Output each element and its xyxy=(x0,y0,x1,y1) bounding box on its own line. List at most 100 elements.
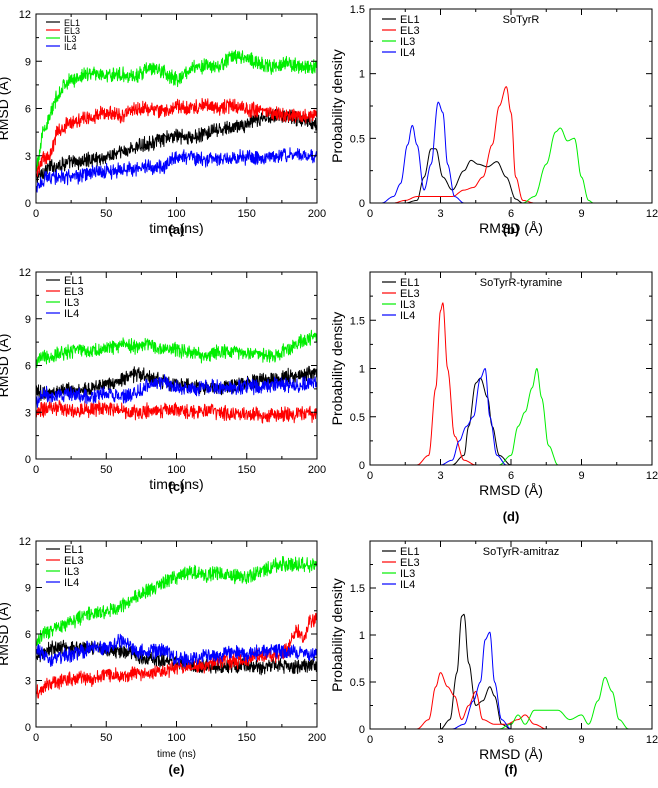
panel-label: (d) xyxy=(503,509,520,524)
series-line-il3 xyxy=(370,127,652,204)
x-tick-label: 100 xyxy=(167,208,185,220)
legend-label-il4: IL4 xyxy=(400,47,415,59)
y-tick-label: 1.5 xyxy=(350,4,365,16)
x-tick-label: 3 xyxy=(437,470,443,482)
chart-title: SoTyrR-tyramine xyxy=(480,277,563,289)
legend-label-el3: EL3 xyxy=(400,25,420,37)
legend-label-el3: EL3 xyxy=(64,26,80,36)
chart-panel-d: 0 3 6 9 12 0 0.5 1 1.5 RMSD (Å) Probability densit… xyxy=(329,271,658,524)
y-tick-label: 3 xyxy=(25,407,31,419)
panel-label: (b) xyxy=(503,222,520,237)
x-axis-label: RMSD (Å) xyxy=(479,220,543,236)
series-line-el1 xyxy=(370,148,652,204)
x-tick-label: 0 xyxy=(367,734,373,746)
x-tick-label: 9 xyxy=(578,470,584,482)
legend-label-el1: EL1 xyxy=(64,544,84,556)
legend-label-el1: EL1 xyxy=(400,14,420,26)
series-group xyxy=(370,302,652,466)
x-tick-label: 0 xyxy=(33,732,39,744)
chart-title: SoTyrR-amitraz xyxy=(483,546,559,558)
chart-panel-e: 0 50 100 150 200 0 3 6 9 12 time (ns) RMSD (Å) EL1EL… xyxy=(0,536,326,777)
x-tick-label: 200 xyxy=(308,732,326,744)
y-axis-label: Probability density xyxy=(329,312,345,426)
series-line-il3 xyxy=(370,676,652,730)
legend-label-el3: EL3 xyxy=(64,555,84,567)
series-line-el3 xyxy=(370,86,652,204)
x-tick-label: 3 xyxy=(437,208,443,220)
y-tick-label: 1 xyxy=(359,364,365,376)
y-tick-label: 3 xyxy=(25,151,31,163)
legend-label-el3: EL3 xyxy=(64,286,84,298)
x-axis-label: time (ns) xyxy=(149,476,203,492)
y-tick-label: 6 xyxy=(25,629,31,641)
y-tick-label: 1 xyxy=(359,630,365,642)
legend-label-il4: IL4 xyxy=(400,579,415,591)
x-tick-label: 3 xyxy=(437,734,443,746)
y-tick-label: 9 xyxy=(25,583,31,595)
series-line-il4 xyxy=(370,368,652,466)
panel-label: (c) xyxy=(169,479,185,494)
chart-panel-b: 0 3 6 9 12 0 0.5 1 1.5 RMSD (Å) Probability densit… xyxy=(329,4,658,237)
y-axis-label: RMSD (Å) xyxy=(0,77,11,141)
legend-label-il4: IL4 xyxy=(64,42,77,52)
series-line-el3 xyxy=(35,97,318,177)
chart-title: SoTyrR xyxy=(503,14,540,26)
y-tick-label: 9 xyxy=(25,314,31,326)
y-tick-label: 6 xyxy=(25,361,31,373)
series-line-il3 xyxy=(35,329,318,368)
y-tick-label: 12 xyxy=(19,9,31,21)
chart-panel-f: 0 3 6 9 12 0 0.5 1 1.5 RMSD (Å) Probability densit… xyxy=(329,540,658,777)
series-line-el1 xyxy=(370,377,652,466)
x-tick-label: 6 xyxy=(508,470,514,482)
x-tick-label: 50 xyxy=(100,732,112,744)
x-tick-label: 0 xyxy=(367,208,373,220)
x-axis-label: time (ns) xyxy=(149,220,203,236)
legend-label-il4: IL4 xyxy=(400,310,415,322)
legend-label-il4: IL4 xyxy=(64,577,79,589)
legend-label-il3: IL3 xyxy=(64,34,77,44)
y-tick-label: 0 xyxy=(25,722,31,734)
legend-label-el1: EL1 xyxy=(64,275,84,287)
y-tick-label: 1.5 xyxy=(350,315,365,327)
y-tick-label: 9 xyxy=(25,56,31,68)
legend-label-il3: IL3 xyxy=(400,568,415,580)
x-tick-label: 50 xyxy=(100,464,112,476)
legend-label-il4: IL4 xyxy=(64,308,79,320)
x-tick-label: 0 xyxy=(33,208,39,220)
y-tick-label: 0.5 xyxy=(350,412,365,424)
series-line-il4 xyxy=(35,147,318,193)
x-axis-label: RMSD (Å) xyxy=(479,482,543,498)
series-line-el1 xyxy=(35,108,318,184)
chart-panel-c: 0 50 100 150 200 0 3 6 9 12 time (ns) RMSD (Å) EL1EL… xyxy=(0,267,326,494)
series-group xyxy=(35,556,318,699)
series-line-el3 xyxy=(35,612,318,699)
series-group xyxy=(370,613,652,730)
x-tick-label: 9 xyxy=(578,734,584,746)
x-axis-label: time (ns) xyxy=(157,749,196,760)
x-tick-label: 9 xyxy=(578,208,584,220)
series-line-il4 xyxy=(370,101,652,204)
y-tick-label: 0 xyxy=(359,460,365,472)
legend-label-il3: IL3 xyxy=(400,299,415,311)
x-tick-label: 6 xyxy=(508,734,514,746)
y-tick-label: 0 xyxy=(359,198,365,210)
x-tick-label: 200 xyxy=(308,464,326,476)
x-tick-label: 150 xyxy=(238,208,256,220)
chart-panel-a: 0 50 100 150 200 0 3 6 9 12 time (ns) RMSD (Å) EL1EL… xyxy=(0,9,326,237)
y-tick-label: 3 xyxy=(25,676,31,688)
y-tick-label: 0.5 xyxy=(350,677,365,689)
x-tick-label: 0 xyxy=(33,464,39,476)
legend-label-il3: IL3 xyxy=(400,36,415,48)
y-tick-label: 12 xyxy=(19,536,31,548)
legend-label-il3: IL3 xyxy=(64,297,79,309)
y-tick-label: 12 xyxy=(19,267,31,279)
series-line-il4 xyxy=(370,631,652,730)
series-line-il4 xyxy=(35,374,318,408)
legend-label-el3: EL3 xyxy=(400,288,420,300)
series-line-il3 xyxy=(35,49,318,171)
legend-label-il3: IL3 xyxy=(64,566,79,578)
y-tick-label: 1 xyxy=(359,69,365,81)
